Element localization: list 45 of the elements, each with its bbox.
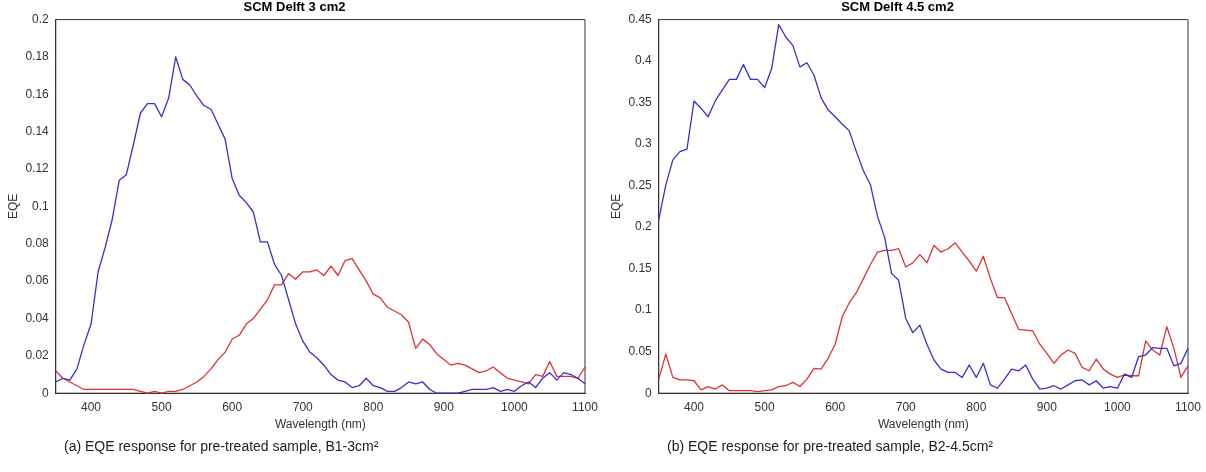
- y-tick-label: 0.08: [25, 236, 50, 251]
- x-axis-title: Wavelength (nm): [877, 417, 969, 432]
- y-tick-label: 0.35: [628, 94, 653, 109]
- y-axis-title: EQE: [5, 193, 20, 220]
- y-tick-label: 0.14: [25, 123, 50, 138]
- y-tick-label: 0.05: [628, 344, 653, 358]
- y-tick-label: 0: [42, 385, 50, 400]
- text: (b) EQE response for pre-treated sample, B2-4.5cm²: [667, 438, 995, 454]
- x-tick-label: 900: [1036, 399, 1058, 414]
- x-tick-label: 700: [895, 399, 917, 414]
- x-tick-label: 700: [292, 399, 314, 414]
- y-tick-label: 0.25: [628, 177, 653, 192]
- x-tick-label: 900: [433, 399, 455, 414]
- y-tick-label: 0.1: [32, 198, 50, 213]
- x-axis-title: Wavelength (nm): [274, 417, 366, 432]
- x-tick-label: 1100: [572, 399, 599, 414]
- y-tick-label: 0.18: [25, 49, 50, 64]
- y-tick-label: 0: [645, 385, 653, 400]
- x-tick-label: 500: [151, 399, 172, 414]
- y-tick-label: 0.15: [628, 260, 653, 275]
- x-tick-label: 400: [81, 399, 102, 414]
- y-tick-label: 0.2: [32, 11, 50, 26]
- x-tick-label: 800: [363, 399, 384, 414]
- x-tick-label: 1000: [501, 399, 529, 414]
- y-tick-label: 0.04: [25, 310, 50, 325]
- x-tick-label: 500: [754, 399, 775, 414]
- y-tick-label: 0.3: [635, 136, 653, 151]
- x-tick-label: 400: [684, 399, 705, 414]
- y-tick-label: 0.2: [635, 219, 653, 234]
- y-tick-label: 0.45: [628, 11, 653, 26]
- x-tick-label: 800: [966, 399, 987, 414]
- x-tick-label: 600: [825, 399, 846, 414]
- x-tick-label: 1100: [1175, 399, 1202, 414]
- chart-title: SCM Delft 3 cm2: [243, 0, 346, 15]
- y-tick-label: 0.1: [635, 302, 653, 317]
- chart-title: SCM Delft 4.5 cm2: [841, 0, 954, 15]
- x-tick-label: 600: [222, 399, 243, 414]
- y-axis-title: EQE: [608, 193, 623, 220]
- x-tick-label: 1000: [1104, 399, 1132, 414]
- y-tick-label: 0.12: [25, 161, 50, 176]
- y-tick-label: 0.02: [25, 348, 50, 363]
- text: (a) EQE response for pre-treated sample, B1-3cm²: [64, 438, 380, 454]
- y-tick-label: 0.4: [635, 53, 653, 68]
- y-tick-label: 0.16: [25, 86, 50, 101]
- y-tick-label: 0.06: [25, 273, 50, 288]
